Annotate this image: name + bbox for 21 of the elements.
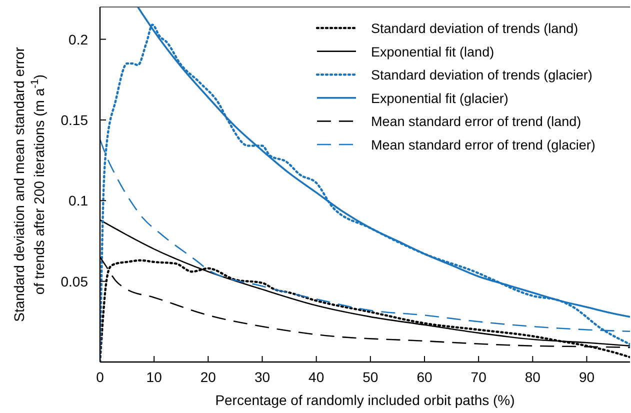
x-tick-label: 90 <box>578 369 595 385</box>
legend-label: Mean standard error of trend (land) <box>371 114 582 130</box>
x-axis-title: Percentage of randomly included orbit paths (%) <box>215 392 515 408</box>
x-tick-label: 60 <box>416 369 432 385</box>
y-tick-label: 0.15 <box>60 112 88 128</box>
legend-label: Standard deviation of trends (glacier) <box>371 68 592 83</box>
x-tick-label: 0 <box>96 369 104 385</box>
legend-label: Exponential fit (glacier) <box>371 90 508 106</box>
y-tick-label: 0.1 <box>68 192 88 209</box>
x-tick-label: 50 <box>362 369 378 385</box>
legend-label: Mean standard error of trend (glacier) <box>371 138 596 152</box>
x-tick-label: 40 <box>308 369 324 385</box>
x-tick-label: 80 <box>524 369 541 385</box>
legend-label: Exponential fit (land) <box>371 44 494 60</box>
x-tick-label: 70 <box>470 369 487 385</box>
x-tick-label: 30 <box>254 369 270 385</box>
legend-label: Standard deviation of trends (land) <box>371 21 578 36</box>
x-tick-label: 10 <box>146 369 162 385</box>
y-tick-label: 0.2 <box>68 31 88 48</box>
y-tick-label: 0.05 <box>60 273 88 290</box>
x-tick-label: 20 <box>200 369 216 385</box>
